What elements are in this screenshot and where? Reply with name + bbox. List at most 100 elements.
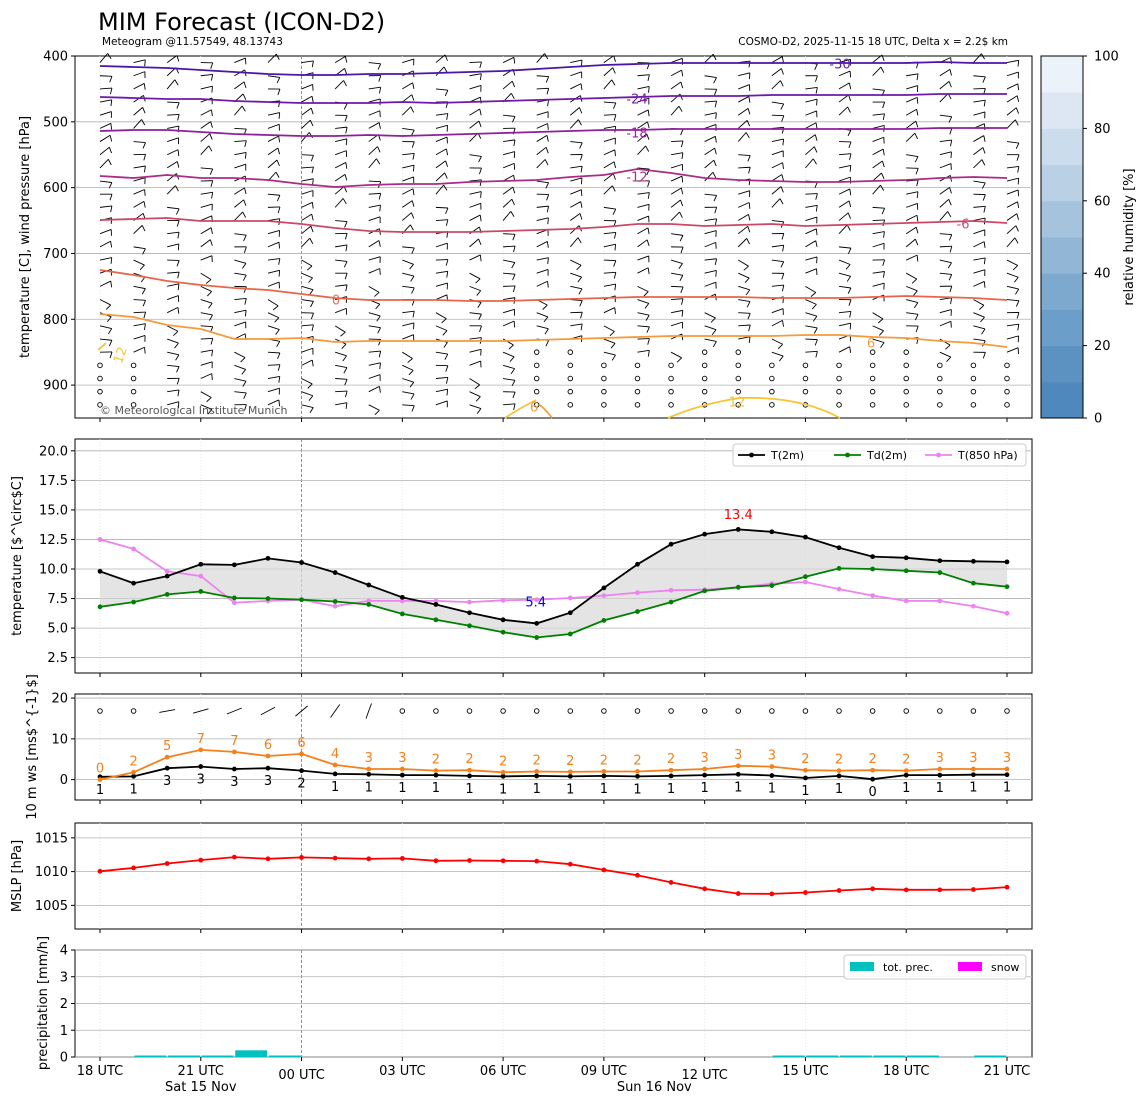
wind-series-point (601, 769, 607, 774)
wind-barb-staff (1006, 165, 1019, 169)
wind-barb-feather (374, 292, 380, 297)
wind-barb-feather (309, 289, 314, 296)
calm-circle (533, 388, 540, 395)
wind-series-point (735, 763, 741, 769)
wind-barb-feather (647, 338, 650, 345)
wind-barb-feather (981, 53, 985, 60)
series-point (534, 635, 540, 640)
wind-barb-staff (335, 390, 348, 393)
series-point (870, 566, 876, 572)
series-point (131, 546, 136, 552)
calm-circle (634, 388, 641, 395)
wind-barb-feather (815, 193, 818, 200)
wind-barb-feather (547, 217, 549, 225)
wind-barb-staff (234, 81, 245, 90)
colorbar-segment (1041, 164, 1083, 202)
wind-barb-feather (1017, 324, 1020, 331)
wind-value-label: 3 (768, 749, 776, 764)
wind-barb-feather (174, 79, 179, 86)
wind-barb-feather (306, 265, 313, 271)
wind-barb-feather (916, 109, 919, 116)
wind-barb-feather (511, 262, 516, 269)
wind-barb-staff (570, 285, 583, 290)
wind-barb-feather (344, 68, 348, 75)
series-point (164, 573, 170, 579)
precip-bar (201, 1055, 234, 1057)
wind-barb-staff (435, 113, 448, 116)
wind-barb-staff (805, 325, 818, 329)
wind-barb-staff (872, 271, 885, 274)
wind-series-point (231, 749, 237, 755)
wind-barb-feather (813, 146, 818, 153)
wind-barb-feather (110, 99, 113, 107)
wind-value-label: 1 (734, 780, 742, 795)
wind-barb-feather (210, 74, 214, 81)
wind-barb-feather (345, 402, 348, 410)
surface-wind-barb (260, 706, 276, 716)
wind-barb-feather (240, 357, 246, 363)
wind-barb-staff (704, 258, 717, 261)
wind-barb-feather (948, 116, 953, 123)
wind-barb-staff (301, 107, 312, 116)
wind-barb-staff (335, 351, 347, 357)
wind-barb-feather (647, 121, 650, 129)
wind-barb-staff (435, 294, 448, 300)
mslp-point (500, 858, 506, 864)
series-point (399, 598, 405, 604)
wind-barb-feather (512, 187, 516, 194)
wind-barb-staff (637, 267, 649, 274)
wind-barb-staff (603, 149, 616, 156)
wind-barb-feather (547, 281, 549, 288)
wind-barb-staff (1006, 259, 1018, 266)
wind-barb-feather (479, 254, 482, 262)
wind-barb-staff (906, 85, 918, 90)
wind-barb-feather (747, 155, 751, 162)
wind-barb-feather (278, 136, 281, 143)
wind-barb-staff (502, 308, 515, 314)
wind-barb-feather (311, 202, 314, 209)
wind-barb-feather (681, 298, 684, 305)
wind-barb-feather (273, 305, 279, 311)
calm-circle (701, 362, 708, 369)
wind-barb-feather (276, 159, 280, 167)
wind-barb-staff (704, 193, 717, 196)
wind-barb-feather (276, 195, 281, 202)
wind-barb-feather (580, 312, 583, 319)
wind-barb-staff (402, 106, 412, 116)
calm-circle (668, 362, 674, 369)
wind-barb-staff (402, 364, 414, 371)
wind-barb-staff (738, 213, 749, 221)
wind-barb-feather (543, 316, 549, 323)
wind-barbs (97, 53, 1020, 416)
wind-barb-feather (780, 261, 785, 268)
colorbar-tick-label: 100 (1094, 50, 1119, 65)
wind-barb-staff (368, 122, 380, 129)
wind-barb-feather (949, 285, 953, 293)
wind-barb-feather (343, 367, 348, 374)
wind-barb-feather (680, 140, 684, 148)
wind-barb-staff (335, 126, 348, 129)
wind-barb-feather (512, 391, 516, 399)
wind-barb-feather (412, 82, 415, 89)
calm-circle (567, 402, 574, 408)
wind-barb-staff (838, 224, 848, 235)
mslp-point (635, 872, 640, 878)
wind-value-label: 4 (331, 747, 339, 762)
surface-calm-circle (634, 708, 641, 714)
calm-circle (533, 402, 540, 408)
wind-barb-feather (510, 93, 515, 100)
wind-barb-staff (973, 281, 985, 287)
wind-barb-feather (210, 121, 213, 128)
wind-series-point (500, 773, 506, 779)
wind-series-point (601, 773, 607, 779)
series-point (903, 555, 909, 561)
wind-barb-feather (782, 162, 784, 169)
wind-barb-staff (603, 271, 616, 274)
wind-barb-staff (805, 146, 815, 156)
wind-barb-staff (267, 112, 280, 116)
wind-barb-feather (847, 247, 852, 255)
wind-barb-feather (445, 259, 449, 266)
wind-barb-staff (738, 324, 751, 327)
wind-barb-feather (176, 55, 180, 62)
calm-circle (735, 388, 742, 395)
